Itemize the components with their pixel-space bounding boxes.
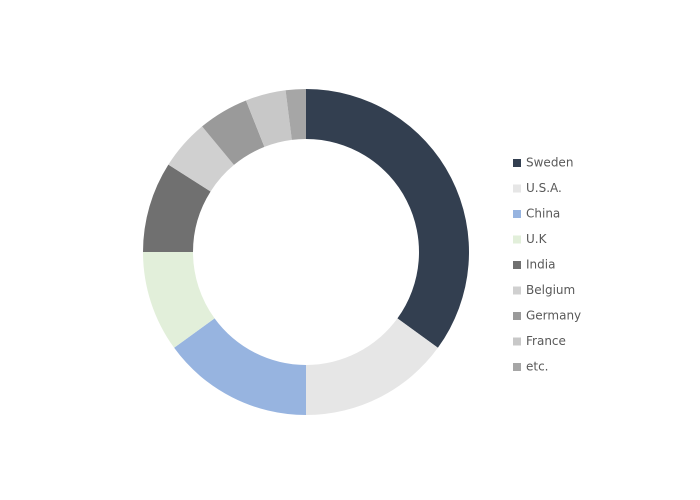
- donut-segment: [306, 89, 469, 348]
- legend-label: Germany: [526, 309, 581, 323]
- donut-segment: [168, 126, 234, 192]
- legend-label: France: [526, 334, 566, 348]
- donut-segment: [143, 164, 211, 252]
- legend-swatch: [513, 312, 521, 320]
- legend-swatch: [513, 337, 521, 346]
- legend-swatch: [513, 235, 521, 244]
- legend-swatch: [513, 210, 521, 218]
- legend-label: Sweden: [526, 156, 573, 170]
- legend-label: U.K: [526, 232, 548, 246]
- legend-swatch: [513, 159, 521, 167]
- legend-label: Belgium: [526, 283, 575, 297]
- donut-segment: [245, 90, 292, 147]
- donut-segment: [285, 89, 306, 140]
- legend-swatch: [513, 261, 521, 269]
- donut-segment: [306, 318, 438, 415]
- donut-segment: [143, 252, 215, 348]
- legend-swatch: [513, 286, 521, 295]
- legend-swatch: [513, 184, 521, 193]
- donut-segment: [174, 318, 306, 415]
- legend-label: etc.: [526, 360, 549, 374]
- legend-swatch: [513, 363, 521, 371]
- donut-segment: [202, 100, 265, 165]
- legend-label: China: [526, 207, 560, 221]
- legend-label: India: [526, 258, 555, 272]
- legend-label: U.S.A.: [526, 181, 562, 195]
